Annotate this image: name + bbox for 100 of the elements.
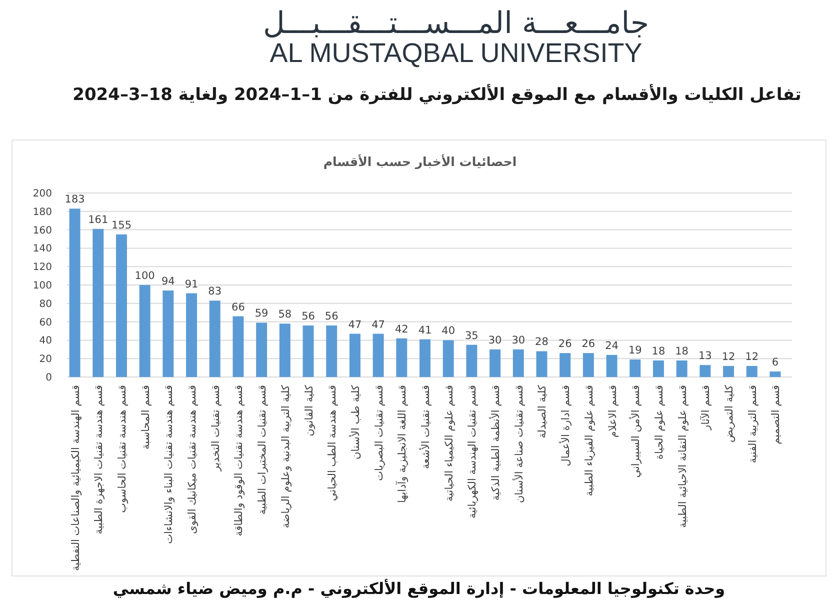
- y-tick-label: 80: [39, 298, 52, 310]
- x-tick-label: قسم التربية الفنية: [746, 385, 759, 464]
- bar: [349, 334, 360, 377]
- x-tick-label: قسم ادارة الأعمال: [558, 385, 572, 466]
- y-tick-label: 40: [39, 336, 52, 347]
- x-tick-label: قسم تقنيات المختبرات الطبية: [256, 385, 269, 515]
- bar: [466, 344, 478, 377]
- data-label: 91: [184, 278, 198, 290]
- data-label: 6: [772, 356, 779, 368]
- x-tick-label: قسم التصميم: [770, 385, 782, 444]
- data-label: 42: [394, 323, 408, 336]
- bar: [536, 351, 548, 377]
- data-label: 161: [88, 214, 108, 226]
- data-label: 30: [512, 334, 526, 346]
- chart-subtitle: احصائيات الأخبار حسب الأقسام: [323, 154, 517, 170]
- x-tick-label: قسم تقنيات صناعة الأسنان: [511, 385, 526, 504]
- data-label: 18: [652, 345, 666, 358]
- data-label: 183: [64, 194, 85, 206]
- x-tick-label: قسم علوم التقانة الاحيائية الطبية: [676, 385, 689, 528]
- data-label: 35: [465, 330, 478, 342]
- y-tick-label: 120: [32, 262, 52, 274]
- x-tick-label: كلية التمريض: [724, 385, 736, 443]
- x-tick-label: قسم تقنيات التخدير: [210, 385, 222, 472]
- data-label: 26: [582, 338, 596, 350]
- x-tick-label: كلية طب الأسنان: [348, 385, 362, 460]
- x-tick-label: قسم الاعلام: [606, 385, 619, 438]
- x-tick-label: قسم تقنيات الأشعة: [418, 385, 432, 470]
- x-tick-label: قسم علوم الفيزياء الطبية: [583, 385, 596, 496]
- data-label: 13: [698, 350, 712, 362]
- data-label: 56: [324, 310, 339, 322]
- text: جامـــعـــة المـــســـتـــقـــبـــل: [262, 6, 650, 41]
- data-label: 56: [302, 310, 316, 322]
- x-tick-label: قسم اللغة الانجليزية وآدابها: [396, 385, 409, 503]
- y-tick-label: 0: [46, 372, 52, 384]
- y-tick-label: 140: [32, 244, 52, 255]
- bar: [560, 353, 571, 377]
- x-tick-label: قسم الأنظمة الطبية الذكية: [488, 385, 502, 501]
- data-label: 47: [348, 318, 362, 331]
- bar: [700, 365, 711, 377]
- x-tick-label: قسم الهندسة الكيميائية والصناعات النفطية: [70, 385, 82, 572]
- bar: [139, 285, 150, 377]
- data-label: 41: [418, 324, 432, 336]
- bar: [420, 339, 430, 377]
- y-tick-label: 100: [32, 280, 52, 292]
- data-label: 12: [722, 350, 736, 363]
- y-tick-label: 160: [32, 225, 52, 236]
- bar: [256, 322, 268, 377]
- bar: [770, 371, 781, 377]
- bar: [396, 338, 408, 377]
- text: AL MUSTAQBAL UNIVERSITY: [270, 38, 642, 68]
- data-label: 18: [675, 345, 689, 358]
- data-label: 19: [628, 344, 642, 357]
- chart-title: تفاعل الكليات والأقسام مع الموقع الألكتروني للفترة من 1–1–2024 ولغاية 18–3–2024: [72, 83, 802, 105]
- x-tick-label: قسم علوم الحياة: [653, 385, 666, 460]
- bar: [746, 366, 758, 377]
- x-tick-label: قسم هندسة تقنيات الحاسوب: [116, 385, 128, 513]
- y-tick-label: 180: [32, 206, 52, 218]
- bar: [162, 290, 174, 377]
- bar: [116, 234, 127, 377]
- bar: [512, 349, 524, 377]
- bar: [676, 360, 688, 377]
- data-label: 59: [254, 308, 268, 320]
- bar: [490, 349, 501, 377]
- data-label: 24: [605, 340, 619, 352]
- bar: [69, 208, 80, 377]
- x-tick-label: قسم الأمن السيبراني: [628, 385, 642, 478]
- x-tick-label: قسم الآثار: [699, 385, 712, 431]
- data-label: 47: [372, 318, 385, 331]
- bar: [723, 366, 734, 377]
- x-tick-label: قسم هندسة تقنيات البناء والانشاءات: [163, 385, 176, 544]
- bar: [606, 354, 618, 377]
- x-tick-label: قسم هندسة الطب الحياتي: [326, 385, 339, 502]
- data-label: 26: [558, 338, 572, 350]
- x-tick-label: قسم تقنيات البصريات: [373, 385, 386, 481]
- x-tick-label: قسم هندسة تقنيات الاجهزة الطبية: [93, 385, 106, 534]
- data-label: 28: [535, 336, 548, 348]
- y-tick-label: 20: [39, 354, 52, 366]
- data-label: 83: [208, 286, 222, 298]
- data-label: 66: [232, 301, 246, 314]
- bar: [209, 300, 220, 377]
- data-label: 100: [134, 270, 155, 282]
- data-label: 58: [278, 308, 292, 321]
- bar: [652, 360, 664, 377]
- data-label: 30: [488, 334, 502, 346]
- x-tick-label: قسم تقنيات الهندسة الكهربائية: [466, 385, 479, 518]
- x-tick-label: كلية القانون: [303, 385, 316, 436]
- x-tick-label: قسم علوم الكيمياء الحياتية: [443, 385, 456, 502]
- bar: [232, 316, 244, 377]
- x-tick-label: كلية التربية البدنية وعلوم الرياضة: [280, 385, 292, 528]
- x-tick-label: قسم المحاسبة: [140, 385, 152, 450]
- x-tick-label: كلية الصيدلة: [536, 385, 549, 438]
- bar: [442, 340, 454, 377]
- bar: [92, 228, 104, 377]
- data-label: 94: [161, 276, 176, 288]
- data-label: 40: [442, 325, 456, 338]
- y-tick-label: 60: [39, 317, 52, 328]
- x-tick-label: قسم هندسة تقنيات الوقود والطاقة: [233, 385, 246, 536]
- bar: [630, 360, 641, 377]
- text: وحدة تكنولوجيا المعلومات - إدارة الموقع الألكتروني - م.م وميض ضياء شمسي: [112, 578, 726, 598]
- data-label: 12: [745, 350, 759, 363]
